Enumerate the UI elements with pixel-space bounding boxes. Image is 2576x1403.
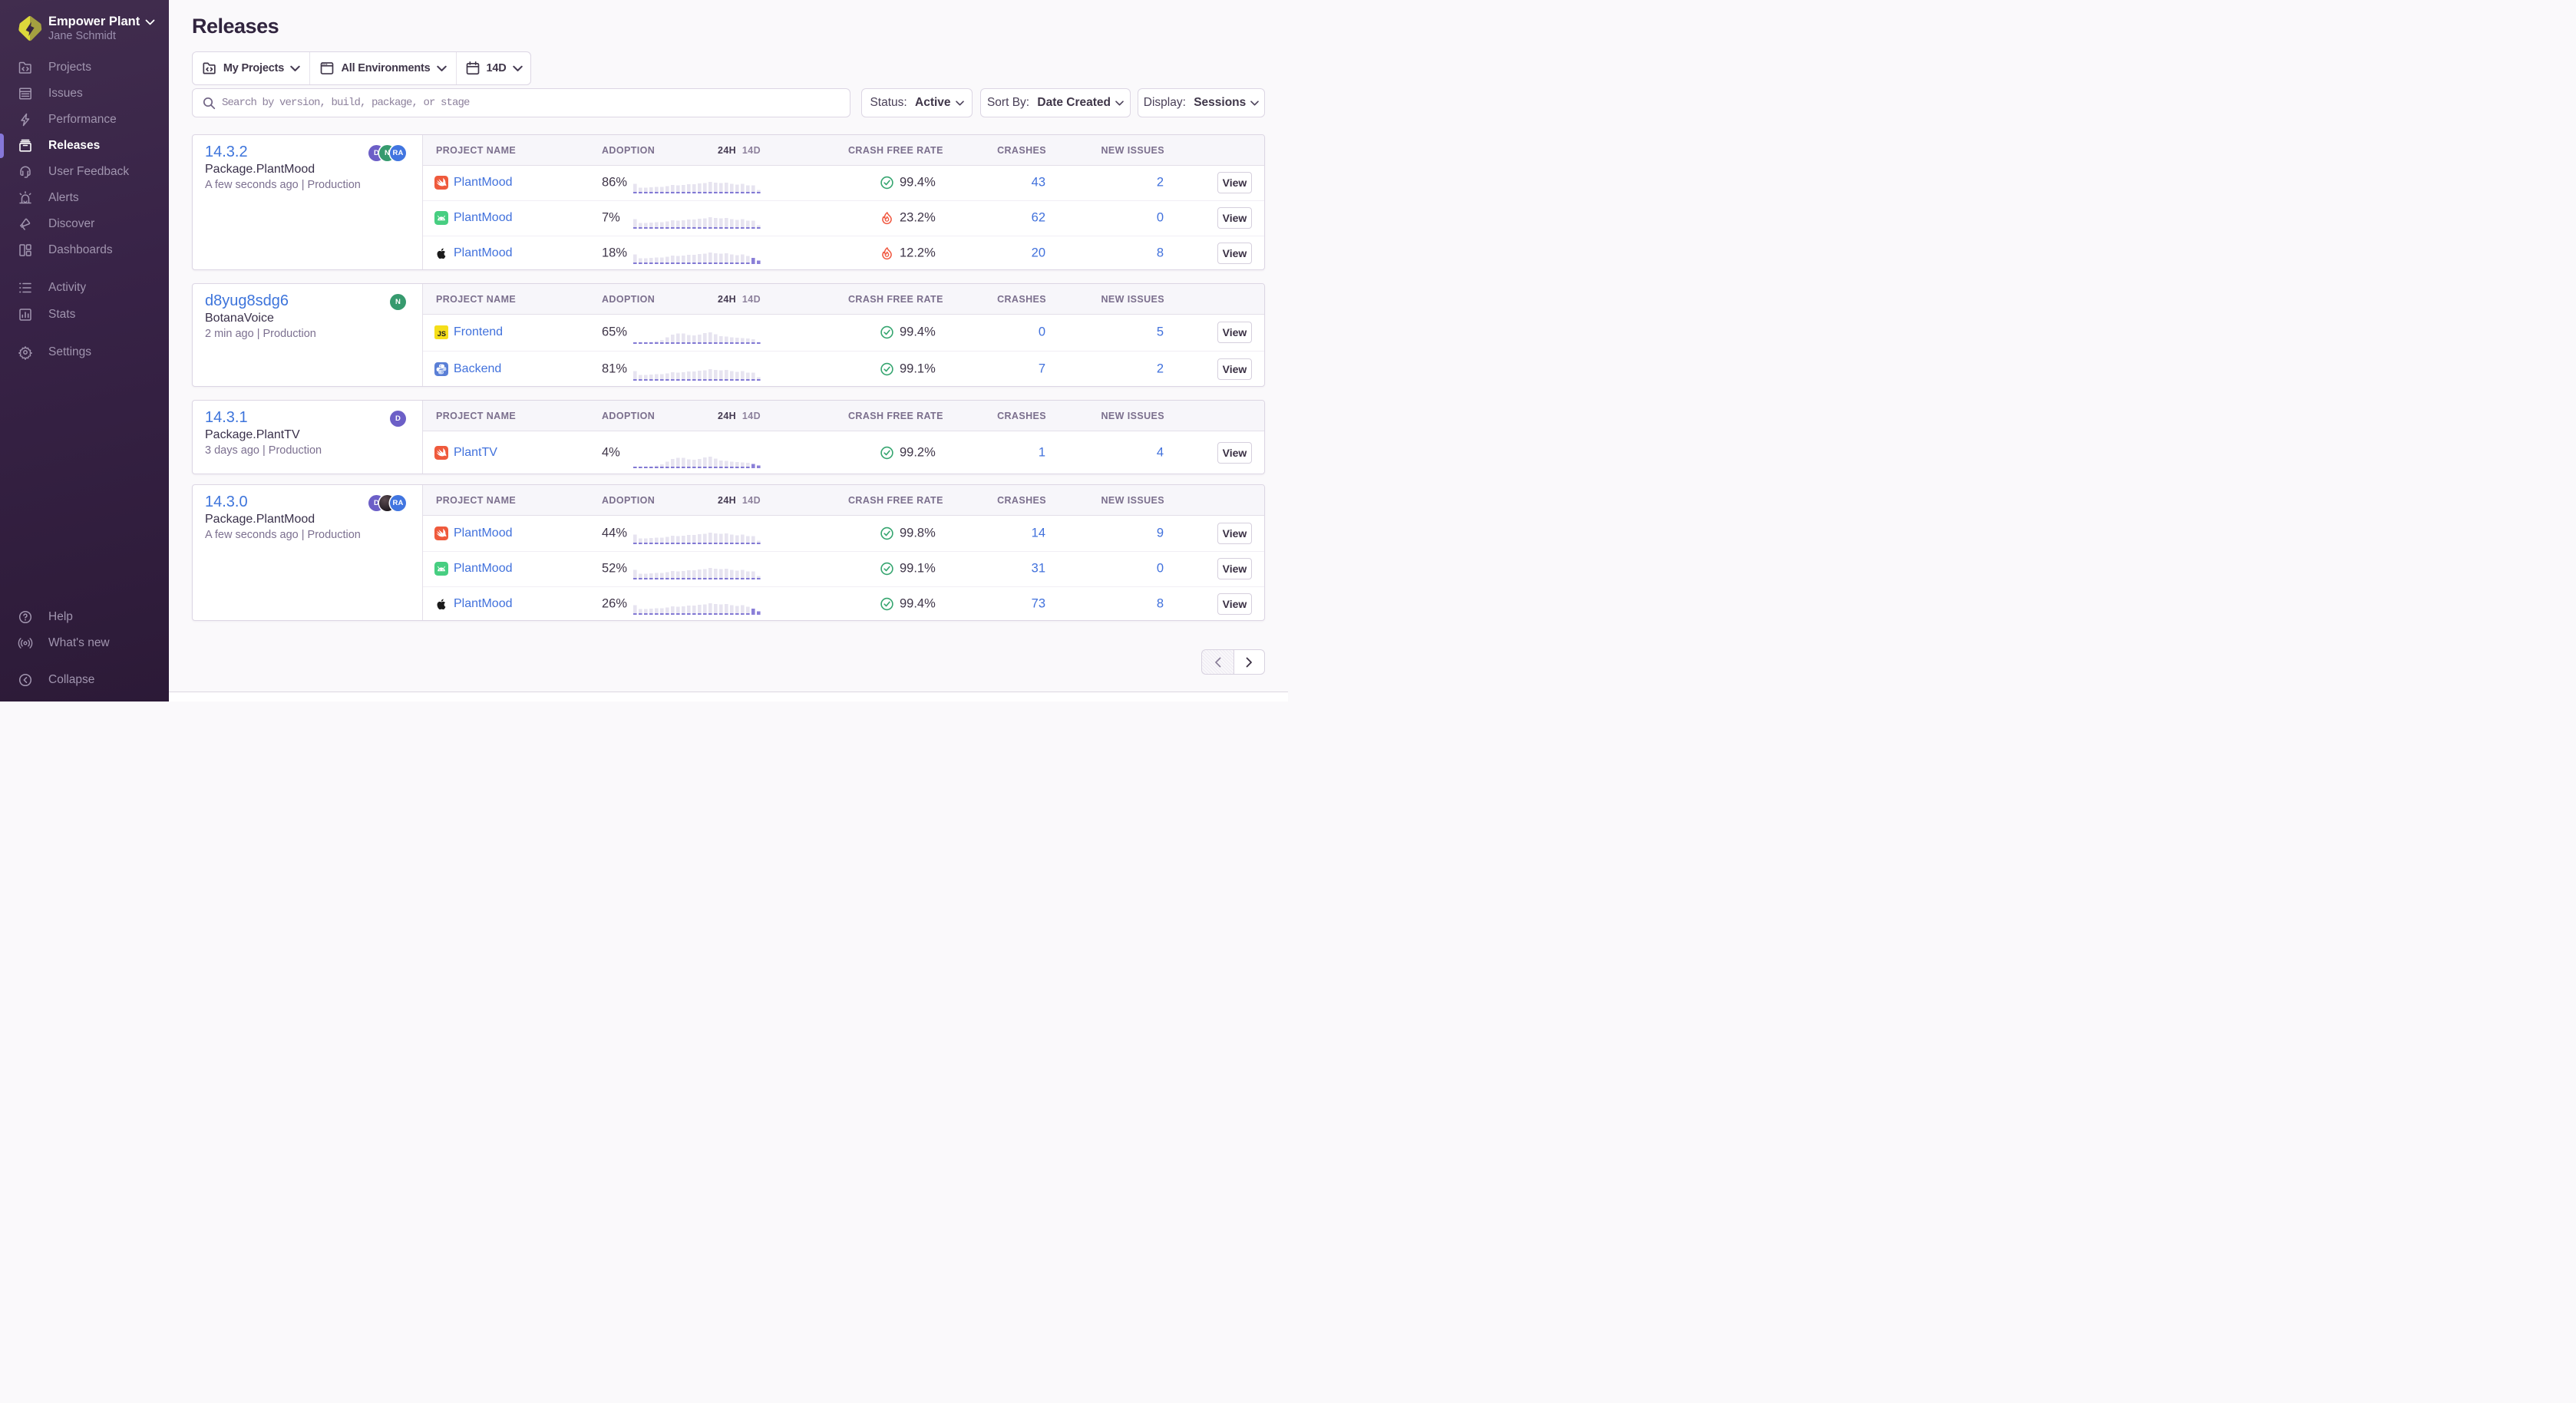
svg-text:JS: JS [438,330,446,338]
